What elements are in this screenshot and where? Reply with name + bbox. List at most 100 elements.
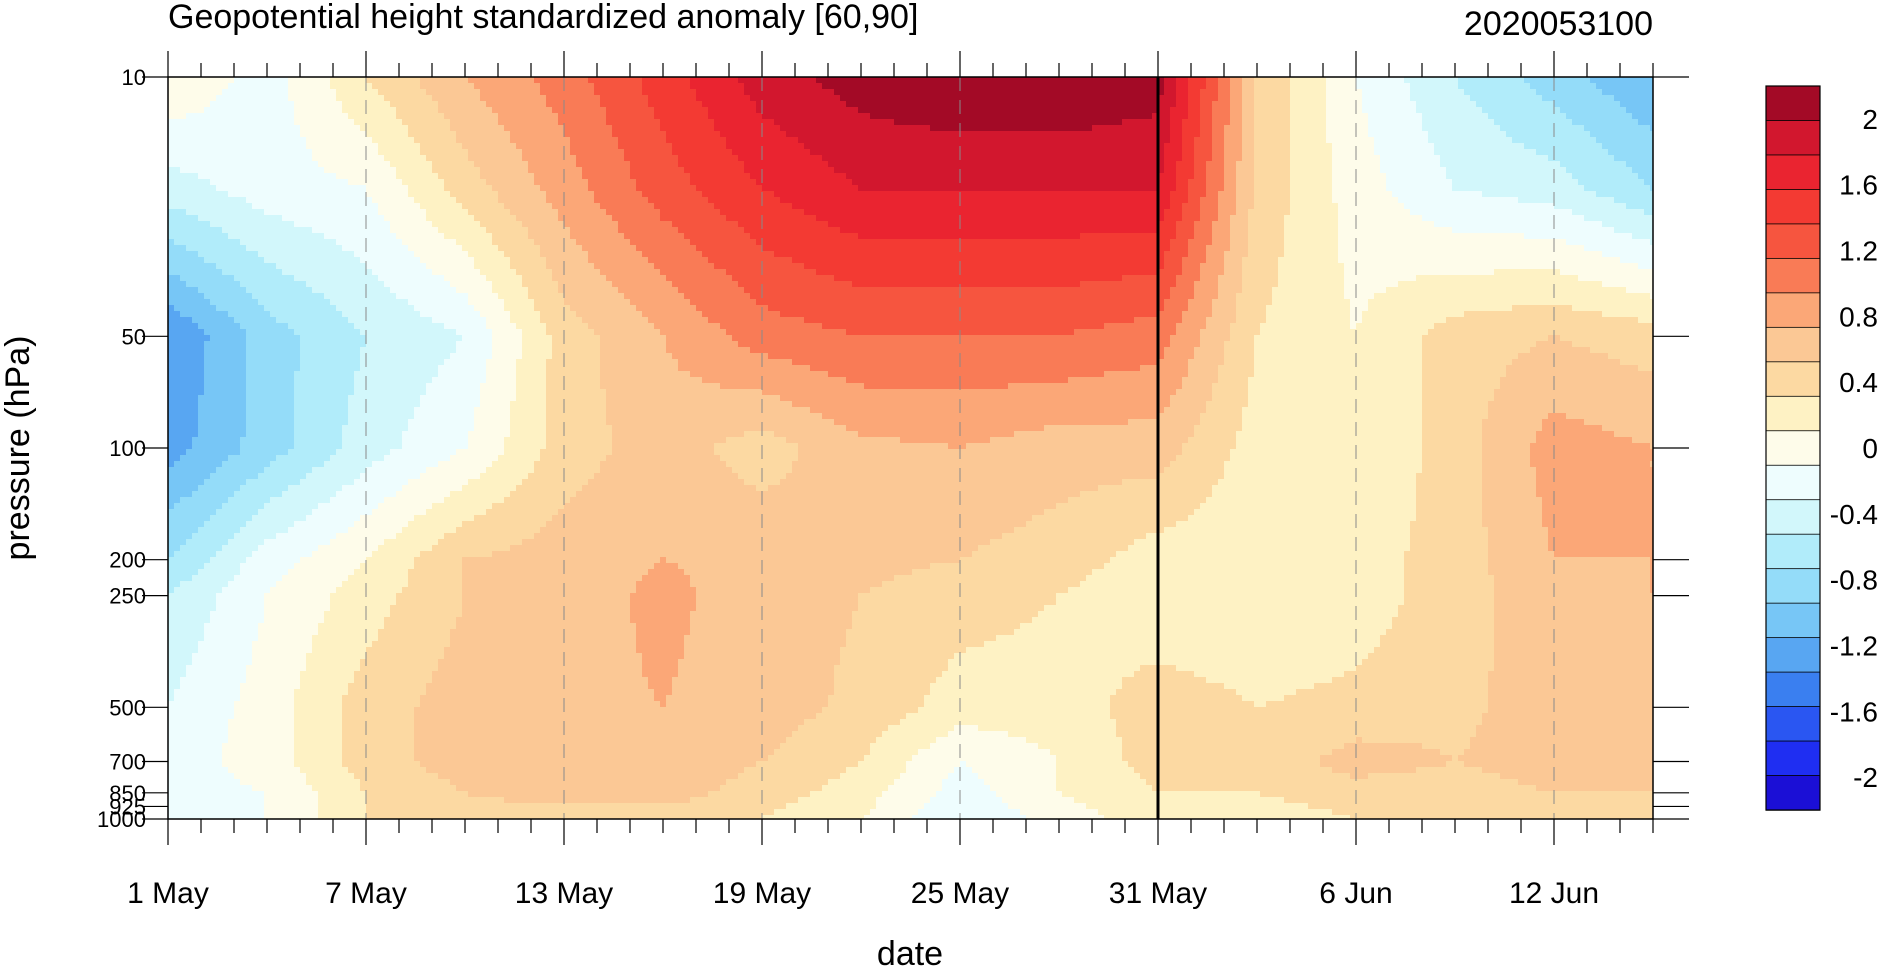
field-cell: [810, 173, 817, 180]
field-cell: [228, 83, 235, 90]
field-cell: [1488, 125, 1495, 132]
field-cell: [864, 101, 871, 108]
field-cell: [552, 143, 559, 150]
field-cell: [774, 113, 781, 120]
field-cell: [774, 89, 781, 96]
field-cell: [744, 77, 751, 84]
field-cell: [942, 137, 949, 144]
field-cell: [528, 101, 535, 108]
field-cell: [1098, 77, 1105, 84]
field-cell: [204, 155, 211, 162]
field-cell: [756, 137, 763, 144]
field-cell: [582, 101, 589, 108]
field-cell: [1356, 83, 1363, 90]
field-cell: [678, 179, 685, 186]
field-cell: [1518, 107, 1525, 114]
field-cell: [1020, 83, 1027, 90]
field-cell: [1032, 125, 1039, 132]
field-cell: [768, 131, 775, 138]
field-cell: [570, 77, 577, 84]
field-cell: [318, 185, 325, 192]
field-cell: [1530, 149, 1537, 156]
field-cell: [1500, 149, 1507, 156]
field-cell: [1566, 101, 1573, 108]
field-cell: [918, 95, 925, 102]
field-cell: [258, 113, 265, 120]
field-cell: [498, 101, 505, 108]
field-cell: [1632, 149, 1639, 156]
field-cell: [678, 131, 685, 138]
field-cell: [1026, 143, 1033, 150]
field-cell: [852, 179, 859, 186]
field-cell: [1176, 113, 1183, 120]
field-cell: [1314, 113, 1321, 120]
field-cell: [1572, 95, 1579, 102]
field-cell: [1176, 155, 1183, 162]
field-cell: [1572, 143, 1579, 150]
field-cell: [1188, 185, 1195, 192]
field-cell: [918, 179, 925, 186]
field-cell: [1584, 191, 1591, 198]
field-cell: [1410, 125, 1417, 132]
field-cell: [210, 155, 217, 162]
field-cell: [234, 167, 241, 174]
field-cell: [1620, 167, 1627, 174]
field-cell: [660, 89, 667, 96]
field-cell: [216, 83, 223, 90]
field-cell: [222, 89, 229, 96]
field-cell: [1020, 101, 1027, 108]
field-cell: [210, 191, 217, 198]
field-cell: [462, 185, 469, 192]
field-cell: [282, 77, 289, 84]
field-cell: [306, 89, 313, 96]
field-cell: [750, 143, 757, 150]
field-cell: [312, 83, 319, 90]
field-cell: [1398, 83, 1405, 90]
field-cell: [1530, 107, 1537, 114]
field-cell: [660, 107, 667, 114]
field-cell: [504, 89, 511, 96]
field-cell: [696, 95, 703, 102]
field-cell: [342, 143, 349, 150]
field-cell: [1614, 185, 1621, 192]
field-cell: [1650, 191, 1653, 198]
field-cell: [1482, 83, 1489, 90]
field-cell: [1518, 173, 1525, 180]
field-cell: [1368, 191, 1375, 198]
field-cell: [1584, 77, 1591, 84]
field-cell: [618, 161, 625, 168]
field-cell: [1638, 95, 1645, 102]
field-cell: [1560, 107, 1567, 114]
field-cell: [1152, 77, 1159, 84]
field-cell: [330, 149, 337, 156]
field-cell: [1374, 77, 1381, 84]
field-cell: [966, 179, 973, 186]
field-cell: [642, 155, 649, 162]
field-cell: [564, 173, 571, 180]
field-cell: [1494, 161, 1501, 168]
field-cell: [246, 101, 253, 108]
field-cell: [834, 83, 841, 90]
field-cell: [594, 89, 601, 96]
field-cell: [654, 101, 661, 108]
field-cell: [948, 137, 955, 144]
field-cell: [1182, 161, 1189, 168]
field-cell: [432, 179, 439, 186]
field-cell: [1008, 143, 1015, 150]
field-cell: [1332, 179, 1339, 186]
field-cell: [978, 173, 985, 180]
field-cell: [1020, 173, 1027, 180]
field-cell: [576, 137, 583, 144]
field-cell: [1140, 143, 1147, 150]
field-cell: [300, 167, 307, 174]
field-cell: [840, 113, 847, 120]
field-cell: [1422, 131, 1429, 138]
field-cell: [900, 119, 907, 126]
field-cell: [396, 101, 403, 108]
field-cell: [1140, 125, 1147, 132]
field-cell: [180, 119, 187, 126]
field-cell: [474, 83, 481, 90]
field-cell: [510, 131, 517, 138]
field-cell: [1596, 155, 1603, 162]
field-cell: [492, 179, 499, 186]
